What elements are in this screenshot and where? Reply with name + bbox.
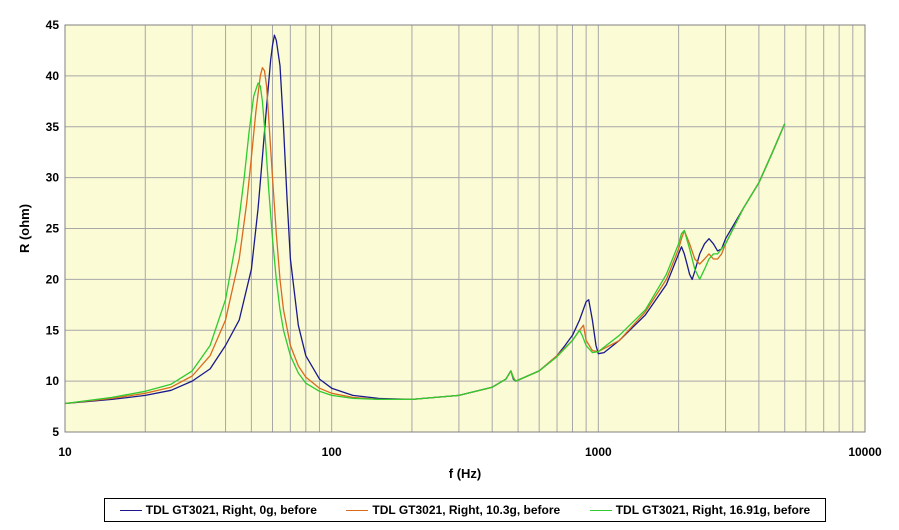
y-axis-title: R (ohm) bbox=[17, 204, 32, 253]
legend-swatch bbox=[346, 509, 369, 511]
legend-label: TDL GT3021, Right, 0g, before bbox=[145, 503, 317, 517]
x-axis-title: f (Hz) bbox=[449, 466, 482, 481]
y-tick-label: 15 bbox=[46, 323, 60, 337]
y-tick-labels: 5 10 15 20 25 30 35 40 45 bbox=[46, 18, 60, 439]
y-tick-label: 35 bbox=[46, 120, 60, 134]
chart-legend: TDL GT3021, Right, 0g, before TDL GT3021,… bbox=[104, 498, 826, 522]
legend-item-2: TDL GT3021, Right, 10.3g, before bbox=[346, 503, 560, 517]
series-layer bbox=[64, 34, 786, 405]
x-tick-labels: 10 100 1000 10000 bbox=[58, 445, 882, 459]
y-tick-label: 40 bbox=[46, 69, 60, 83]
legend-item-1: TDL GT3021, Right, 0g, before bbox=[119, 503, 317, 517]
plot-border bbox=[64, 24, 866, 433]
legend-swatch bbox=[589, 509, 612, 511]
y-tick-label: 5 bbox=[52, 425, 59, 439]
series-line-3 bbox=[64, 82, 786, 405]
y-tick-label: 30 bbox=[46, 171, 60, 185]
x-tick-label: 10 bbox=[58, 445, 72, 459]
x-tick-label: 10000 bbox=[848, 445, 882, 459]
legend-item-3: TDL GT3021, Right, 16.91g, before bbox=[589, 503, 811, 517]
legend-label: TDL GT3021, Right, 16.91g, before bbox=[615, 503, 811, 517]
legend-swatch bbox=[119, 509, 142, 511]
x-tick-label: 1000 bbox=[585, 445, 612, 459]
y-tick-label: 25 bbox=[46, 222, 60, 236]
y-tick-label: 10 bbox=[46, 374, 60, 388]
x-tick-label: 100 bbox=[322, 445, 342, 459]
y-tick-label: 45 bbox=[46, 18, 60, 32]
legend-label: TDL GT3021, Right, 10.3g, before bbox=[372, 503, 561, 517]
y-tick-label: 20 bbox=[46, 272, 60, 286]
